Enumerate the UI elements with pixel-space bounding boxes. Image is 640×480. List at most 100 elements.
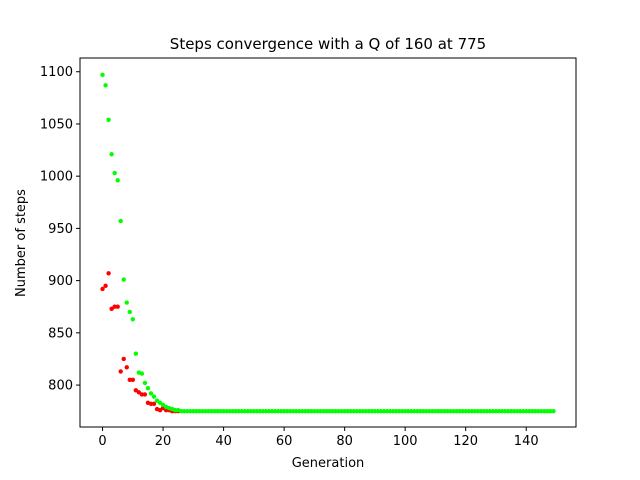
data-point-series-2 [206,408,211,414]
data-point-series-2 [221,408,226,414]
data-point-series-1 [100,286,105,292]
data-point-series-2 [336,408,341,414]
data-point-series-2 [203,408,208,414]
data-point-series-2 [496,408,502,414]
data-point-series-1 [139,392,145,397]
data-point-series-2 [527,408,532,414]
data-point-series-2 [378,408,384,414]
data-point-series-2 [490,408,496,414]
data-point-series-2 [309,408,314,414]
data-point-series-2 [354,408,359,414]
data-point-series-2 [294,408,299,414]
x-tick-label: 140 [514,434,539,449]
data-point-series-2 [415,408,420,414]
data-point-series-2 [427,408,432,414]
data-point-series-2 [133,351,139,356]
data-point-series-2 [384,408,390,414]
y-tick-label: 900 [48,274,73,289]
y-tick-label: 800 [48,379,73,394]
data-point-series-2 [194,408,199,414]
y-axis-ticks: 800 850 900 950 1000 1050 1100 [40,65,80,394]
data-point-series-2 [182,408,187,414]
y-axis-label: Number of steps [14,189,29,297]
data-point-series-2 [475,408,480,414]
data-point-series-2 [215,408,220,414]
data-point-series-2 [290,408,296,414]
data-point-series-2 [257,408,263,414]
data-point-series-2 [130,317,136,322]
data-point-series-2 [333,408,338,414]
data-point-series-2 [330,408,335,414]
data-point-series-2 [212,408,217,414]
data-point-series-2 [321,408,326,414]
x-tick-label: 20 [155,434,172,449]
y-tick-label: 1050 [40,117,73,132]
data-point-series-2 [448,408,453,414]
data-point-series-2 [372,408,378,414]
data-point-series-2 [281,408,287,414]
data-point-series-2 [142,380,148,386]
data-point-series-1 [118,369,123,374]
data-point-series-2 [148,391,154,396]
data-point-series-2 [542,408,547,414]
data-point-series-2 [197,408,202,414]
data-point-series-2 [493,408,499,414]
data-point-series-2 [303,408,308,414]
data-point-series-2 [536,408,541,414]
data-point-series-2 [121,277,126,282]
data-point-series-2 [345,408,350,414]
x-axis-ticks: 0 20 40 60 80 100 120 140 [98,427,539,449]
data-point-series-2 [548,408,553,414]
data-point-series-2 [511,408,517,414]
data-point-series-2 [533,408,538,414]
data-point-series-2 [209,408,214,414]
data-point-series-1 [151,401,157,407]
data-point-series-2 [478,408,484,414]
data-point-series-2 [393,408,399,414]
data-point-series-2 [118,218,123,224]
data-point-series-2 [451,408,456,414]
data-point-series-2 [499,408,505,414]
data-point-series-2 [412,408,417,414]
data-point-series-2 [363,408,369,414]
data-point-series-2 [469,408,474,414]
data-point-series-2 [106,117,111,122]
data-point-series-2 [520,408,526,414]
data-point-series-2 [348,408,353,414]
data-point-series-2 [218,408,223,414]
data-point-series-2 [472,408,477,414]
data-point-series-2 [248,408,254,414]
x-tick-label: 100 [393,434,418,449]
data-point-series-2 [227,408,232,414]
plot-area-frame [79,57,577,428]
data-point-series-2 [366,408,372,414]
data-point-series-2 [466,408,471,414]
data-point-series-2 [430,408,435,414]
data-point-series-1 [115,304,120,309]
data-point-series-2 [514,408,520,414]
data-point-series-2 [442,408,447,414]
y-tick-label: 950 [48,222,73,237]
data-point-series-1 [112,304,117,309]
data-point-series-1 [103,283,108,289]
data-point-series-2 [487,408,493,414]
data-point-series-2 [278,408,284,414]
data-point-series-2 [185,408,190,414]
data-point-series-2 [424,408,429,414]
data-point-series-2 [239,408,244,414]
data-point-series-2 [418,408,423,414]
data-point-series-2 [390,408,396,414]
data-point-series-2 [260,408,266,414]
data-point-series-2 [112,170,117,176]
data-point-series-1 [124,365,129,370]
data-point-series-2 [269,408,275,414]
data-point-series-2 [396,408,402,414]
data-point-series-2 [421,408,426,414]
data-point-series-2 [524,408,529,414]
data-points [100,72,556,414]
data-point-series-1 [121,356,126,362]
data-point-series-2 [369,408,375,414]
data-point-series-2 [445,408,450,414]
data-point-series-2 [236,408,241,414]
data-point-series-2 [405,408,411,414]
